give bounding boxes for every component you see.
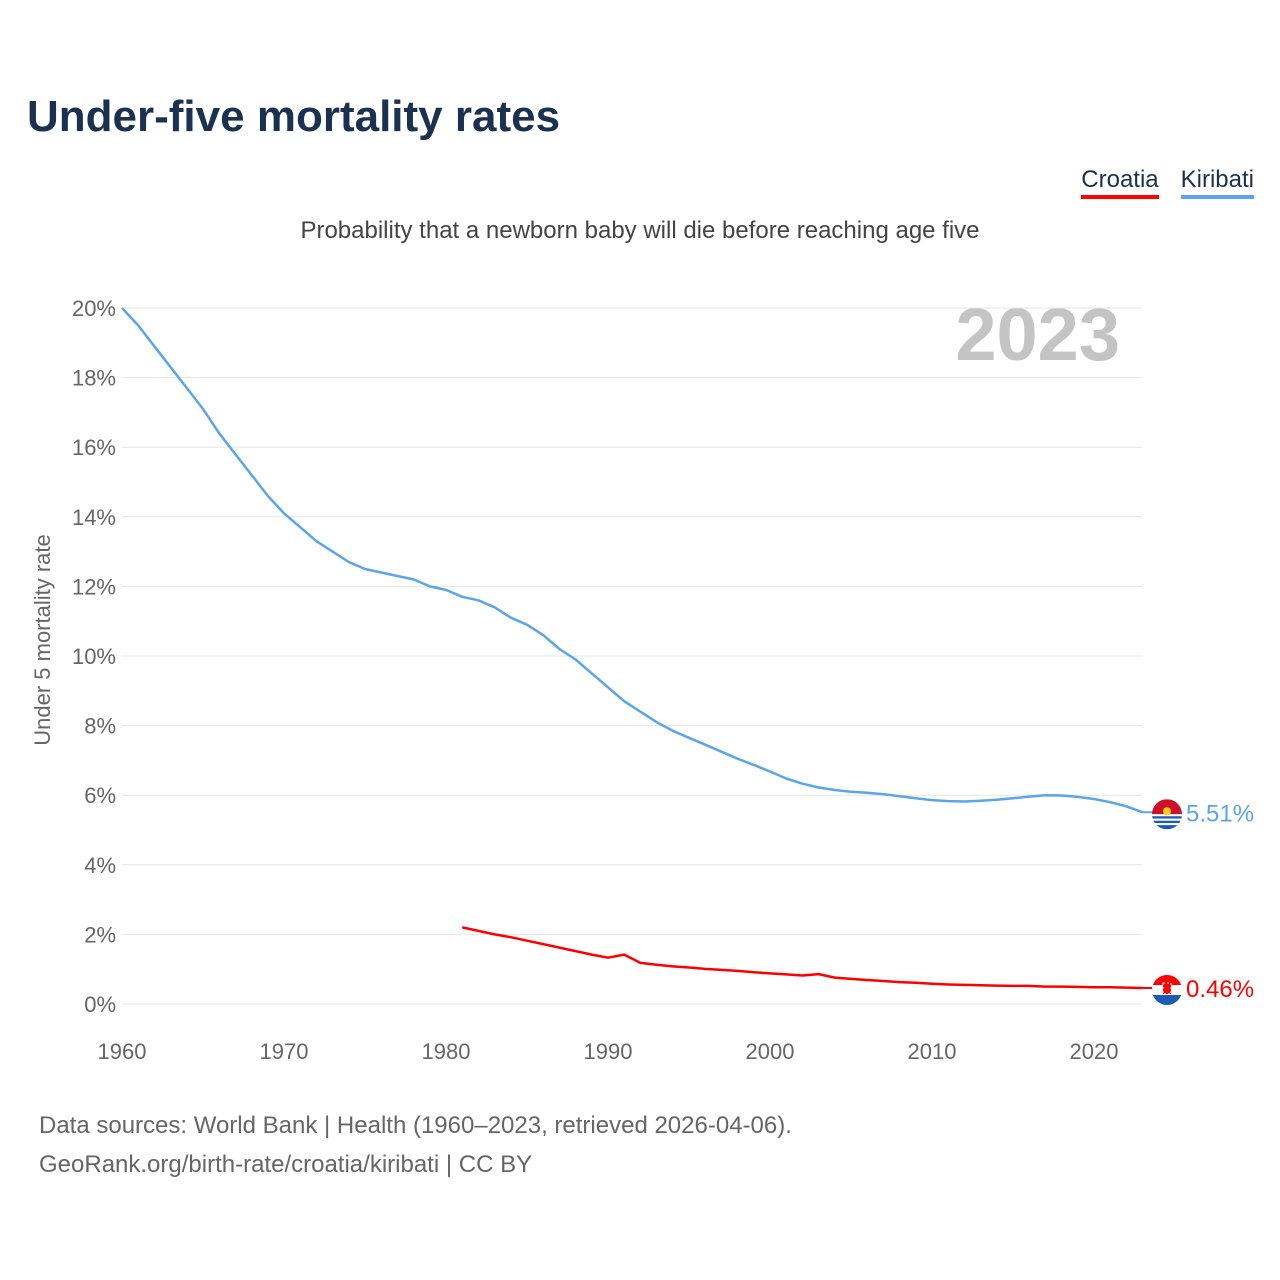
footer: Data sources: World Bank | Health (1960–… [39,1106,792,1184]
year-watermark: 2023 [955,293,1120,376]
x-tick-label: 1970 [260,1039,309,1064]
page-title: Under-five mortality rates [27,92,561,141]
end-value-label-croatia: 0.46% [1186,976,1254,1003]
data-source-text: Data sources: World Bank | Health (1960–… [39,1112,792,1139]
legend-item-kiribati[interactable]: Kiribati [1180,166,1254,199]
x-tick-label: 2000 [746,1039,795,1064]
y-tick-label: 4% [84,853,116,878]
y-axis-label: Under 5 mortality rate [30,534,55,746]
series-line-croatia [461,926,1143,990]
y-tick-label: 6% [84,783,116,808]
y-tick-label: 14% [72,505,116,530]
x-tick-label: 1990 [584,1039,633,1064]
y-tick-label: 16% [72,435,116,460]
y-tick-label: 8% [84,714,116,739]
flag-croatia-icon [1152,974,1182,1005]
flag-kiribati-icon [1152,799,1182,830]
x-tick-label: 1980 [422,1039,471,1064]
y-tick-label: 12% [72,574,116,599]
end-value-label-kiribati: 5.51% [1186,800,1254,827]
x-tick-label: 1960 [98,1039,147,1064]
y-tick-label: 18% [72,366,116,391]
x-tick-label: 2020 [1070,1039,1119,1064]
series-line-kiribati [121,307,1144,814]
y-tick-label: 20% [72,296,116,321]
legend-item-croatia[interactable]: Croatia [1081,166,1159,199]
legend: Croatia Kiribati [1081,166,1254,199]
y-tick-label: 10% [72,644,116,669]
y-tick-label: 0% [84,992,116,1017]
x-tick-label: 2010 [908,1039,957,1064]
y-tick-label: 2% [84,922,116,947]
attribution-link[interactable]: GeoRank.org/birth-rate/croatia/kiribati … [39,1151,533,1178]
chart-subtitle: Probability that a newborn baby will die… [300,217,980,244]
